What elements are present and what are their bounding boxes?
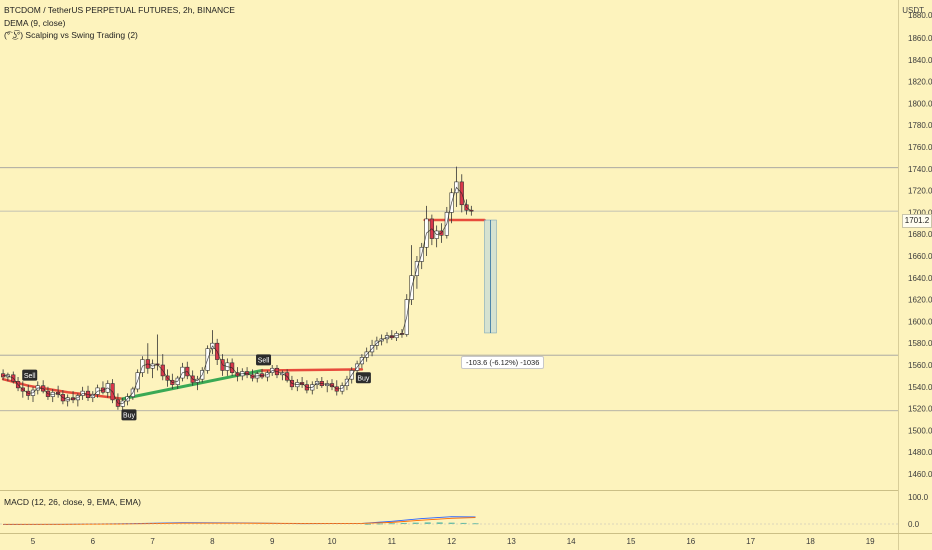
macd-histogram-bar <box>448 522 455 524</box>
price-tick-label: 1760.0 <box>908 143 932 152</box>
price-tick-label: 1520.0 <box>908 405 932 414</box>
time-tick-label: 7 <box>150 537 155 546</box>
time-tick-label: 13 <box>507 537 516 546</box>
price-tick-label: 1560.0 <box>908 361 932 370</box>
macd-histogram-bar <box>376 523 383 525</box>
sell-signal-badge <box>256 354 272 366</box>
macd-histogram-bar <box>472 523 479 525</box>
price-tick-label: 1840.0 <box>908 56 932 65</box>
macd-histogram-bar <box>424 522 431 524</box>
price-tick-label: 1820.0 <box>908 78 932 87</box>
time-tick-label: 19 <box>866 537 875 546</box>
macd-histogram-bar <box>388 523 395 525</box>
last-price-tag: 1701.2 <box>902 214 932 228</box>
price-tick-label: 1480.0 <box>908 448 932 457</box>
time-tick-label: 9 <box>270 537 275 546</box>
macd-signal-line <box>3 517 476 525</box>
time-tick-label: 18 <box>806 537 815 546</box>
dema-line <box>3 186 472 405</box>
buy-signal-badge <box>121 409 137 421</box>
price-tick-label: 1500.0 <box>908 426 932 435</box>
macd-histogram-bar <box>460 522 467 524</box>
candle-down <box>469 209 474 212</box>
time-tick-label: 8 <box>210 537 215 546</box>
time-tick-label: 10 <box>328 537 337 546</box>
price-tick-label: 1540.0 <box>908 383 932 392</box>
price-tick-label: 1800.0 <box>908 99 932 108</box>
price-tick-label: 1680.0 <box>908 230 932 239</box>
time-tick-label: 6 <box>91 537 96 546</box>
macd-label: MACD (12, 26, close, 9, EMA, EMA) <box>4 497 141 507</box>
time-tick-label: 5 <box>31 537 36 546</box>
price-tick-label: 1720.0 <box>908 187 932 196</box>
price-tick-label: 1600.0 <box>908 317 932 326</box>
buy-signal-badge <box>355 372 371 384</box>
price-tick-label: 1640.0 <box>908 274 932 283</box>
price-tick-label: 1660.0 <box>908 252 932 261</box>
macd-tick-label: 100.0 <box>908 493 929 502</box>
macd-histogram-bar <box>412 522 419 524</box>
buy-signal-label: Buy <box>123 413 136 420</box>
price-tick-label: 1740.0 <box>908 165 932 174</box>
time-tick-label: 14 <box>567 537 576 546</box>
price-tick-label: 1460.0 <box>908 470 932 479</box>
currency-label: USDT <box>902 6 924 15</box>
time-tick-label: 17 <box>746 537 755 546</box>
price-tick-label: 1700.0 <box>908 208 932 217</box>
price-tick-label: 1620.0 <box>908 296 932 305</box>
time-tick-label: 15 <box>627 537 636 546</box>
indicator-dema-label: DEMA (9, close) <box>4 18 66 28</box>
sell-signal-badge <box>22 369 38 381</box>
symbol-title: BTCDOM / TetherUS PERPETUAL FUTURES, 2h,… <box>4 5 235 15</box>
sell-signal-label: Sell <box>258 358 270 365</box>
price-tick-label: 1580.0 <box>908 339 932 348</box>
macd-tick-label: 0.0 <box>908 520 920 529</box>
price-tick-label: 1860.0 <box>908 34 932 43</box>
time-tick-label: 12 <box>447 537 456 546</box>
price-tick-label: 1780.0 <box>908 121 932 130</box>
price-axis-panel <box>898 0 932 550</box>
macd-histogram-bar <box>436 522 443 524</box>
indicator-strategy-label: (͡° ͜ʖ͡°) Scalping vs Swing Trading (2) <box>4 30 138 40</box>
macd-histogram-bar <box>400 522 407 524</box>
time-tick-label: 16 <box>686 537 695 546</box>
measure-label: -103.6 (-6.12%) -1036 <box>461 356 545 369</box>
macd-histogram-bar <box>364 523 371 525</box>
time-tick-label: 11 <box>388 537 397 546</box>
price-tick-label: 1880.0 <box>908 11 932 20</box>
buy-signal-label: Buy <box>357 375 370 382</box>
sell-signal-label: Sell <box>24 373 36 380</box>
